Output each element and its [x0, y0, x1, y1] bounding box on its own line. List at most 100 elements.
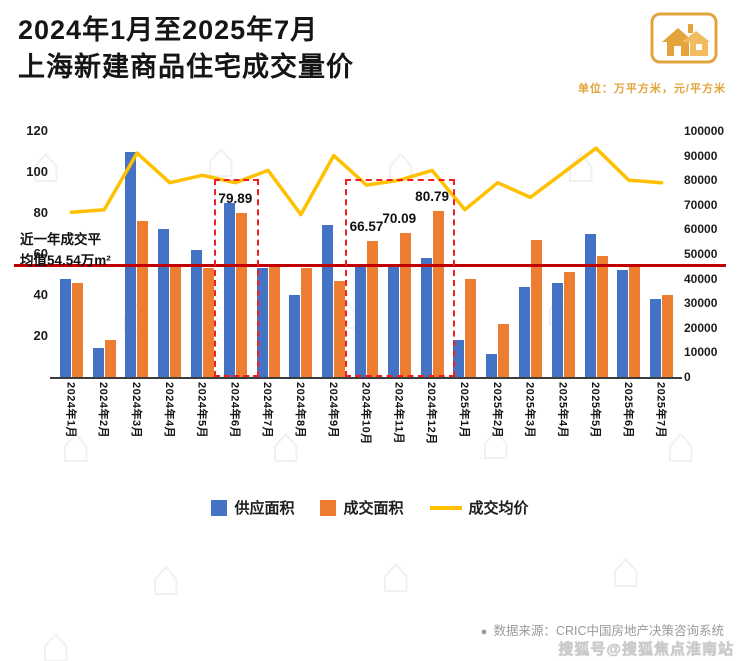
brand-house-icon	[648, 8, 720, 71]
supply-bar	[617, 270, 629, 377]
transaction-bar	[662, 295, 674, 377]
x-axis-line	[50, 377, 682, 379]
x-axis-label: 2024年1月	[64, 382, 77, 439]
right-axis-tick: 10000	[684, 345, 718, 360]
transaction-bar	[531, 239, 543, 377]
x-axis-label: 2024年10月	[359, 382, 372, 445]
supply-bar	[223, 202, 235, 377]
supply-swatch-icon	[211, 499, 228, 516]
bar-group	[317, 131, 350, 377]
left-axis-tick: 20	[33, 328, 48, 343]
right-axis-tick: 60000	[684, 222, 718, 237]
supply-bar	[420, 258, 432, 377]
right-axis-tick: 80000	[684, 173, 718, 188]
supply-bar	[158, 229, 170, 377]
left-axis-tick: 60	[33, 246, 48, 261]
x-axis-label: 2024年7月	[261, 382, 274, 439]
supply-bar	[650, 299, 662, 377]
transaction-bar	[203, 268, 215, 377]
legend-label-transaction: 成交面积	[343, 500, 404, 517]
transaction-bar	[399, 233, 411, 377]
bar-group	[449, 131, 482, 377]
x-axis-label-cell: 2024年1月	[55, 382, 88, 478]
left-axis-tick: 40	[33, 287, 48, 302]
house-watermark-icon: ⌂	[610, 541, 642, 599]
right-axis-tick: 100000	[684, 124, 725, 138]
x-axis-label-cell: 2024年12月	[416, 382, 449, 478]
highlight-box	[213, 179, 259, 377]
transaction-bar	[367, 240, 379, 377]
page-title: 2024年1月至2025年7月 上海新建商品住宅成交量价	[18, 12, 354, 87]
x-axis-label-cell: 2024年9月	[317, 382, 350, 478]
right-axis-tick: 50000	[684, 247, 718, 261]
house-watermark-icon: ⌂	[150, 549, 182, 607]
right-axis-tick: 40000	[684, 271, 718, 286]
supply-bar	[256, 268, 268, 377]
bar-group	[252, 131, 285, 377]
x-axis-label: 2024年4月	[162, 382, 175, 439]
transaction-bar	[235, 213, 247, 377]
x-axis-label-cell: 2025年3月	[514, 382, 547, 478]
supply-bar	[355, 266, 367, 377]
transaction-swatch-icon	[320, 499, 337, 516]
left-axis-tick: 100	[26, 164, 48, 179]
transaction-bar	[629, 264, 641, 377]
bar-data-label: 80.79	[415, 189, 449, 205]
house-watermark-icon: ⌂	[380, 546, 412, 604]
x-axis-label-cell: 2025年5月	[580, 382, 613, 478]
x-axis-label: 2024年3月	[129, 382, 142, 439]
house-watermark-icon: ⌂	[665, 416, 697, 474]
unit-note: 单位：万平方米，元/平方米	[577, 83, 726, 95]
legend-label-price: 成交均价	[468, 500, 529, 517]
supply-bar	[519, 286, 531, 377]
bar-group	[121, 131, 154, 377]
house-watermark-icon: ⌂	[270, 416, 302, 474]
left-axis-tick: 120	[26, 123, 48, 138]
sohu-watermark: 搜狐号@搜狐焦点淮南站	[558, 641, 734, 658]
house-watermark-icon: ⌂	[30, 136, 62, 194]
x-axis-label: 2025年5月	[589, 382, 602, 439]
x-axis-label-cell: 2024年4月	[153, 382, 186, 478]
bar-group	[645, 131, 678, 377]
data-source-note: ● 数据来源：CRIC中国房地产决策咨询系统	[481, 620, 724, 639]
x-axis-label-cell: 2025年4月	[547, 382, 580, 478]
transaction-bar	[301, 268, 313, 377]
supply-bar	[584, 233, 596, 377]
price-line-swatch-icon	[429, 505, 462, 510]
x-axis-label: 2024年9月	[326, 382, 339, 439]
house-watermark-icon: ⌂	[60, 416, 92, 474]
transaction-bar	[432, 211, 444, 377]
transaction-bar	[137, 221, 149, 377]
bar-group	[613, 131, 646, 377]
transaction-bar	[465, 278, 477, 377]
average-annotation-line-1: 近一年成交平	[20, 232, 101, 247]
x-axis-label: 2025年6月	[621, 382, 634, 439]
bar-group	[580, 131, 613, 377]
supply-bar	[453, 340, 465, 377]
x-axis-label: 2024年6月	[228, 382, 241, 439]
supply-bar	[289, 295, 301, 377]
x-axis-label: 2024年11月	[392, 382, 405, 445]
house-watermark-icon: ⌂	[480, 413, 512, 471]
bar-group	[350, 131, 383, 377]
right-axis-tick: 70000	[684, 197, 718, 212]
house-logo-icon	[650, 12, 718, 64]
x-axis-label: 2025年2月	[490, 382, 503, 439]
x-axis-label: 2024年8月	[293, 382, 306, 439]
x-axis-label: 2025年4月	[556, 382, 569, 439]
x-axis-label-cell: 2025年6月	[613, 382, 646, 478]
right-axis-tick: 90000	[684, 148, 718, 163]
bar-data-label: 70.09	[382, 211, 417, 227]
supply-bar	[486, 354, 498, 377]
transaction-bar	[71, 282, 83, 377]
legend-label-supply: 供应面积	[234, 500, 295, 517]
bar-group	[88, 131, 121, 377]
x-axis-labels: 2024年1月 2024年2月 2024年3月 2024年4月 2024年5月 2024年…	[55, 382, 678, 478]
bar-group	[416, 131, 449, 377]
right-axis-tick: 20000	[684, 320, 718, 335]
supply-bar	[191, 249, 203, 377]
supply-bar	[59, 278, 71, 377]
transaction-bar	[104, 340, 116, 377]
bar-group	[481, 131, 514, 377]
